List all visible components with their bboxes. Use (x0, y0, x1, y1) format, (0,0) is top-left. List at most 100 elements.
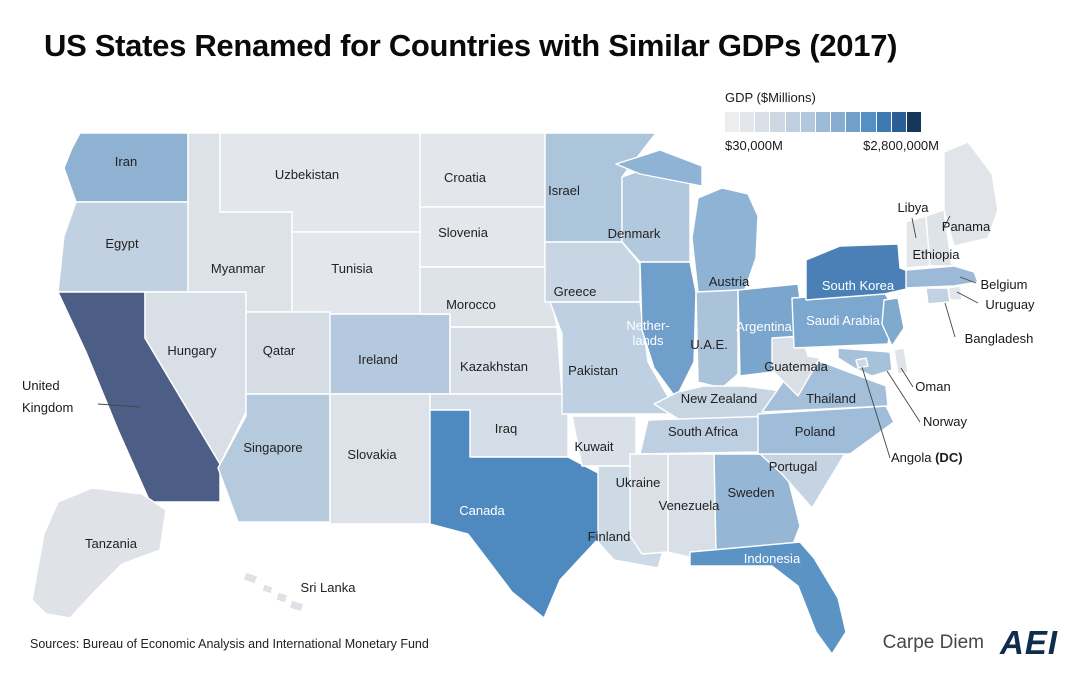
label-iran: Iran (115, 154, 137, 169)
label-bangladesh: Bangladesh (965, 331, 1034, 346)
label-sweden: Sweden (728, 485, 775, 500)
legend-swatch (755, 112, 770, 132)
label-argentina: Argentina (736, 319, 792, 334)
callout-line (886, 370, 921, 423)
label-angola: Angola (DC) (891, 450, 963, 465)
legend-swatch (725, 112, 740, 132)
legend-swatch (740, 112, 755, 132)
label-poland: Poland (795, 424, 835, 439)
state-delaware (893, 347, 909, 375)
label-united-kingdom: United Kingdom (22, 378, 73, 415)
legend-swatch (846, 112, 861, 132)
callout-line (943, 215, 951, 228)
label-uzbekistan: Uzbekistan (275, 167, 339, 182)
legend-swatch (861, 112, 876, 132)
legend-swatch (785, 112, 800, 132)
label-myanmar: Myanmar (211, 261, 266, 276)
legend-min-label: $30,000M (725, 138, 783, 153)
label-tunisia: Tunisia (331, 261, 373, 276)
callout-line (911, 217, 917, 239)
label-south-korea: South Korea (822, 278, 895, 293)
label-morocco: Morocco (446, 297, 496, 312)
legend-swatch (815, 112, 831, 132)
label-singapore: Singapore (243, 440, 302, 455)
label-croatia: Croatia (444, 170, 487, 185)
label-indonesia: Indonesia (744, 551, 801, 566)
label-guatemala: Guatemala (764, 359, 828, 374)
label-netherlands: Nether-lands (626, 318, 669, 348)
legend-max-label: $2,800,000M (863, 138, 939, 153)
callout-line (944, 302, 956, 338)
callout-line (900, 367, 914, 388)
label-greece: Greece (554, 284, 597, 299)
label-saudi-arabia: Saudi Arabia (806, 313, 880, 328)
callout-line (861, 366, 891, 459)
label-new-zealand: New Zealand (681, 391, 758, 406)
state-illinois (639, 261, 697, 399)
state-indiana (695, 289, 739, 389)
aei-logo: AEI (999, 624, 1058, 661)
state-district-of-columbia (855, 357, 869, 369)
legend-title: GDP ($Millions) (725, 90, 816, 105)
state-mississippi (629, 453, 669, 555)
label-portugal: Portugal (769, 459, 818, 474)
label-iraq: Iraq (495, 421, 517, 436)
state-florida (689, 541, 847, 655)
legend-swatch (800, 112, 815, 132)
label-sri-lanka: Sri Lanka (301, 580, 357, 595)
legend: GDP ($Millions) $30,000M $2,800,000M (725, 90, 941, 153)
label-ethiopia: Ethiopia (913, 247, 961, 262)
label-norway: Norway (923, 414, 968, 429)
callout-line (97, 403, 141, 408)
label-austria: Austria (709, 274, 750, 289)
label-denmark: Denmark (608, 226, 661, 241)
label-panama: Panama (942, 219, 991, 234)
label-canada: Canada (459, 503, 505, 518)
label-venezuela: Venezuela (659, 498, 720, 513)
label-ireland: Ireland (358, 352, 398, 367)
legend-labels: $30,000M $2,800,000M (725, 138, 939, 153)
label-hungary: Hungary (167, 343, 217, 358)
label-tanzania: Tanzania (85, 536, 138, 551)
state-maine (943, 141, 999, 247)
legend-swatch (831, 112, 846, 132)
label-egypt: Egypt (105, 236, 139, 251)
label-pakistan: Pakistan (568, 363, 618, 378)
callout-line (956, 291, 979, 304)
label-libya: Libya (897, 200, 929, 215)
label-finland: Finland (588, 529, 631, 544)
label-slovenia: Slovenia (438, 225, 489, 240)
label-uruguay: Uruguay (985, 297, 1035, 312)
state-massachusetts (905, 265, 979, 289)
legend-swatch (891, 112, 906, 132)
state-texas (429, 409, 601, 619)
state-hawaii (242, 571, 305, 613)
label-kazakhstan: Kazakhstan (460, 359, 528, 374)
callout-line (959, 276, 977, 284)
label-israel: Israel (548, 183, 580, 198)
state-new-jersey (881, 297, 905, 347)
legend-swatch (876, 112, 891, 132)
label-oman: Oman (915, 379, 950, 394)
state-michigan (615, 149, 703, 187)
legend-swatch (770, 112, 785, 132)
state-connecticut (925, 287, 951, 305)
carpe-diem-text: Carpe Diem (882, 632, 984, 653)
label-u-a-e-: U.A.E. (690, 337, 728, 352)
legend-swatch (906, 112, 922, 132)
label-thailand: Thailand (806, 391, 856, 406)
sources-text: Sources: Bureau of Economic Analysis and… (30, 637, 429, 651)
state-alaska (31, 487, 167, 619)
label-south-africa: South Africa (668, 424, 739, 439)
page-title: US States Renamed for Countries with Sim… (44, 28, 898, 63)
state-michigan (691, 187, 759, 293)
label-belgium: Belgium (981, 277, 1028, 292)
label-slovakia: Slovakia (347, 447, 397, 462)
brand-block: Carpe Diem AEI (883, 624, 1058, 662)
label-ukraine: Ukraine (616, 475, 661, 490)
label-kuwait: Kuwait (574, 439, 613, 454)
legend-gradient-bar (725, 112, 922, 132)
label-qatar: Qatar (263, 343, 296, 358)
